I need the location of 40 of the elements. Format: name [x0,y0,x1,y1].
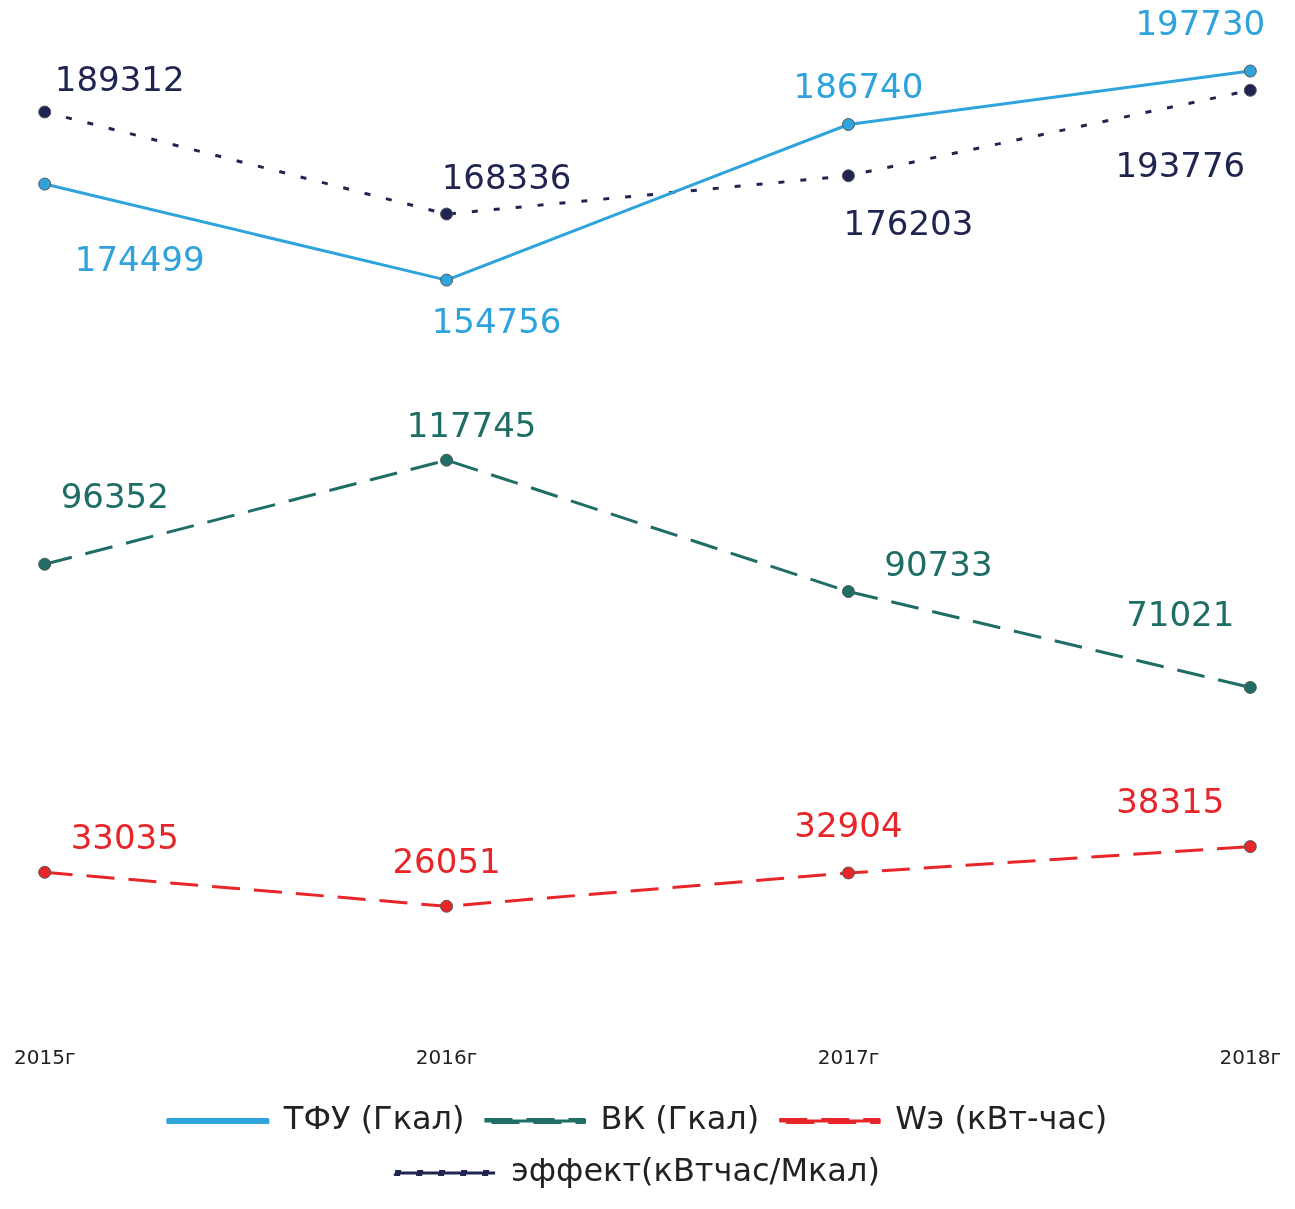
point [440,453,454,467]
data-label: 154756 [431,300,562,341]
x-tick-label: 2018г [1219,1045,1281,1070]
data-label: 174499 [74,238,205,279]
x-tick-label: 2017г [817,1045,880,1070]
data-label: 193776 [1115,145,1246,186]
data-label: 71021 [1126,594,1235,635]
data-label: 90733 [884,544,993,585]
legend-label: ТФУ (Гкал) [282,1099,465,1138]
x-tick-label: 2016г [415,1045,478,1070]
point [841,585,855,599]
x-tick-label: 2015г [14,1045,76,1070]
point [841,169,855,183]
data-label: 197730 [1135,2,1266,43]
legend-label: Wэ (кВт-час) [895,1099,1108,1138]
point [440,273,454,287]
data-label: 33035 [70,817,179,858]
data-label: 186740 [793,66,924,107]
point [1243,680,1257,694]
legend-label: ВК (Гкал) [600,1099,760,1138]
point [38,865,52,879]
point [1243,83,1257,97]
data-label: 168336 [441,156,572,197]
data-label: 176203 [843,202,974,243]
data-label: 32904 [794,804,903,845]
point [1243,840,1257,854]
point [38,105,52,119]
data-label: 117745 [406,405,537,445]
data-label: 38315 [1116,781,1225,822]
point [38,177,52,191]
point [440,207,454,221]
data-label: 26051 [392,841,501,882]
data-label: 189312 [54,58,185,99]
point [841,866,855,880]
legend-label: эффект(кВтчас/Мкал) [511,1151,880,1190]
point [38,557,52,571]
point [841,118,855,132]
data-label: 96352 [60,476,169,517]
point [440,899,454,913]
point [1243,64,1257,78]
